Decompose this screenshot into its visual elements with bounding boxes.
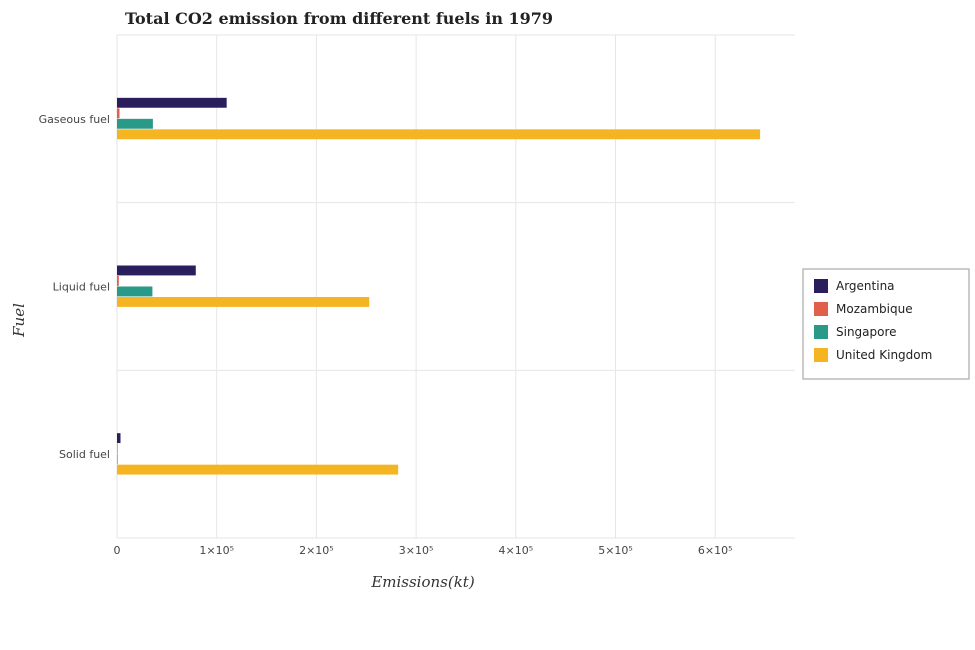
legend-label: Singapore <box>836 325 897 339</box>
x-axis-label: Emissions(kt) <box>370 573 475 591</box>
bar-mozambique-solid-fuel <box>117 443 118 454</box>
x-ticks: 0 1×10⁵ 2×10⁵ 3×10⁵ 4×10⁵ 5×10⁵ 6×10⁵ <box>114 544 733 557</box>
plot-background <box>117 35 795 538</box>
legend-box <box>802 268 970 380</box>
legend: Argentina Mozambique Singapore United Kingd… <box>802 268 970 380</box>
legend-label: Mozambique <box>836 302 913 316</box>
y-axis-label: Fuel <box>10 303 28 338</box>
legend-label: Argentina <box>836 279 895 293</box>
x-tick-label: 0 <box>114 544 121 557</box>
x-tick-label: 6×10⁵ <box>698 544 733 557</box>
bar-singapore-gaseous-fuel <box>117 118 153 129</box>
x-tick-label: 1×10⁵ <box>199 544 234 557</box>
bar-united-kingdom-liquid-fuel <box>117 297 370 307</box>
bar-singapore-liquid-fuel <box>117 286 153 297</box>
y-ticks: Gaseous fuel Liquid fuel Solid fuel <box>39 113 110 461</box>
x-tick-label: 4×10⁵ <box>499 544 534 557</box>
x-tick-label: 5×10⁵ <box>598 544 633 557</box>
bar-argentina-gaseous-fuel <box>117 97 227 108</box>
bar-argentina-liquid-fuel <box>117 265 196 276</box>
bar-singapore-solid-fuel <box>117 454 118 465</box>
legend-swatch <box>814 279 828 293</box>
y-tick-label: Gaseous fuel <box>39 113 110 126</box>
legend-swatch <box>814 348 828 362</box>
bar-mozambique-liquid-fuel <box>117 276 119 286</box>
y-tick-label: Liquid fuel <box>53 281 110 294</box>
legend-swatch <box>814 302 828 316</box>
x-tick-label: 2×10⁵ <box>299 544 334 557</box>
bar-argentina-solid-fuel <box>117 433 121 444</box>
bar-united-kingdom-gaseous-fuel <box>117 129 761 140</box>
x-tick-label: 3×10⁵ <box>399 544 434 557</box>
legend-label: United Kingdom <box>836 348 932 362</box>
chart-title: Total CO2 emission from different fuels … <box>125 9 553 28</box>
bar-united-kingdom-solid-fuel <box>117 464 399 475</box>
y-tick-label: Solid fuel <box>59 448 110 461</box>
plot-area <box>116 34 795 539</box>
legend-swatch <box>814 325 828 339</box>
bar-mozambique-gaseous-fuel <box>117 108 120 119</box>
